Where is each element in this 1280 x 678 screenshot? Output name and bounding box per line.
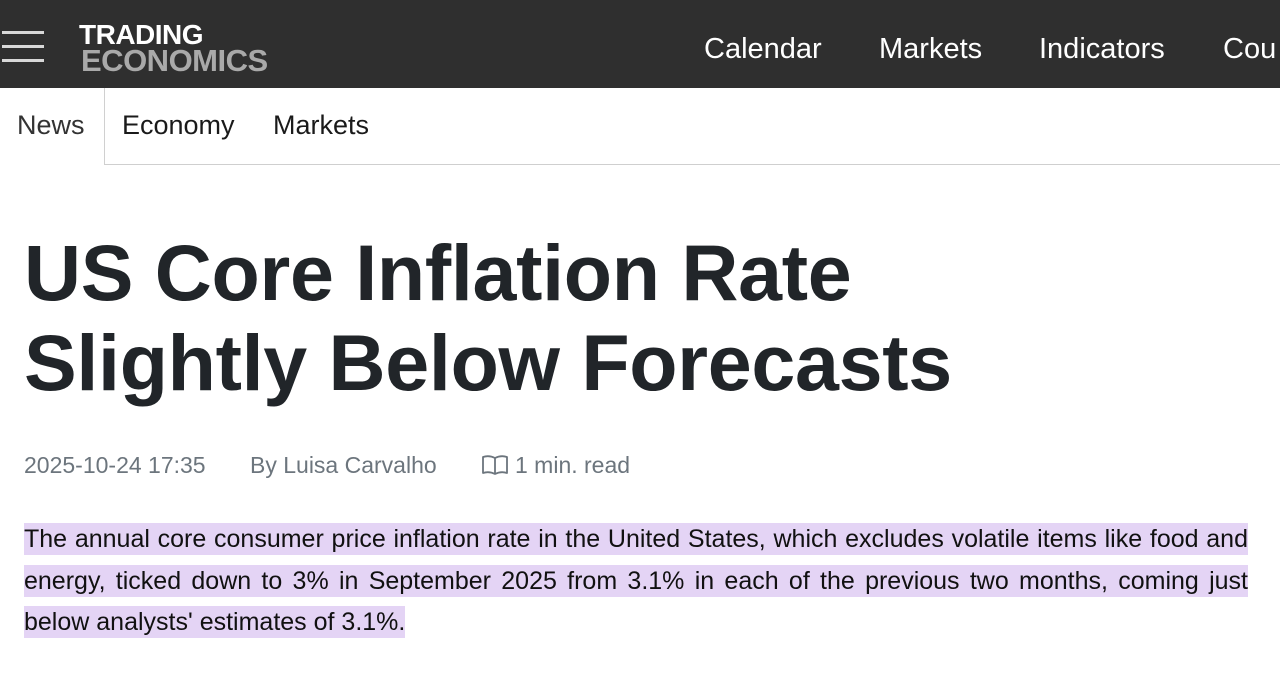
article-date: 2025-10-24 17:35: [24, 452, 206, 478]
section-tabs: News Economy Markets: [0, 88, 1280, 165]
book-open-icon: [482, 455, 508, 475]
tab-markets[interactable]: Markets: [273, 110, 370, 140]
article-summary: The annual core consumer price inflation…: [24, 519, 1248, 644]
site-logo[interactable]: TRADING ECONOMICS: [79, 19, 268, 78]
nav-calendar[interactable]: Calendar: [704, 33, 822, 65]
article-read-time: 1 min. read: [515, 452, 631, 478]
section-tabs-divider: [104, 164, 1280, 165]
article-author[interactable]: By Luisa Carvalho: [250, 452, 437, 478]
article-title-line2: Slightly Below Forecasts: [24, 318, 952, 407]
nav-indicators[interactable]: Indicators: [1039, 33, 1165, 65]
nav-countries[interactable]: Cou: [1223, 33, 1277, 65]
top-navigation-bar: TRADING ECONOMICS Calendar Markets Indic…: [0, 0, 1280, 88]
article-title: US Core Inflation Rate Slightly Below Fo…: [24, 228, 1224, 408]
logo-line-trading: TRADING: [79, 19, 204, 50]
nav-markets[interactable]: Markets: [879, 33, 983, 65]
menu-icon[interactable]: [2, 31, 44, 63]
article-title-line1: US Core Inflation Rate: [24, 228, 852, 317]
tab-economy[interactable]: Economy: [122, 110, 235, 140]
article-meta: 2025-10-24 17:35 By Luisa Carvalho 1 min…: [24, 452, 924, 482]
summary-highlight: The annual core consumer price inflation…: [24, 523, 1248, 638]
tab-news[interactable]: News: [17, 110, 85, 140]
tab-news-cell: [0, 88, 105, 164]
logo-line-economics: ECONOMICS: [81, 43, 268, 78]
